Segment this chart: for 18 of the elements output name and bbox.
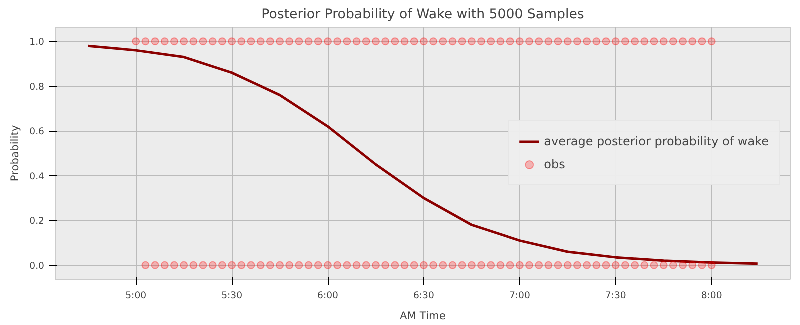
y-tick-label: 0.6: [30, 126, 45, 138]
y-tick-label: 0.0: [30, 260, 45, 272]
y-tick-label: 1.0: [30, 37, 45, 48]
x-tick-label: 7:00: [509, 290, 530, 302]
y-axis-title: Probability: [8, 125, 22, 182]
x-tick-label: 5:00: [126, 290, 147, 302]
y-tick-label: 0.4: [30, 171, 45, 182]
x-tick-label: 6:00: [318, 290, 339, 302]
legend-label: obs: [544, 158, 566, 172]
x-tick-label: 6:30: [413, 290, 434, 302]
x-tick-label: 7:30: [605, 290, 626, 302]
x-tick-label: 5:30: [222, 290, 243, 302]
legend-label: average posterior probability of wake: [544, 134, 769, 148]
chart-title: Posterior Probability of Wake with 5000 Samples: [262, 8, 584, 22]
y-tick-label: 0.8: [30, 82, 45, 93]
x-axis-title: AM Time: [400, 310, 446, 322]
x-tick-label: 8:00: [701, 290, 722, 302]
y-tick-label: 0.2: [30, 216, 45, 228]
